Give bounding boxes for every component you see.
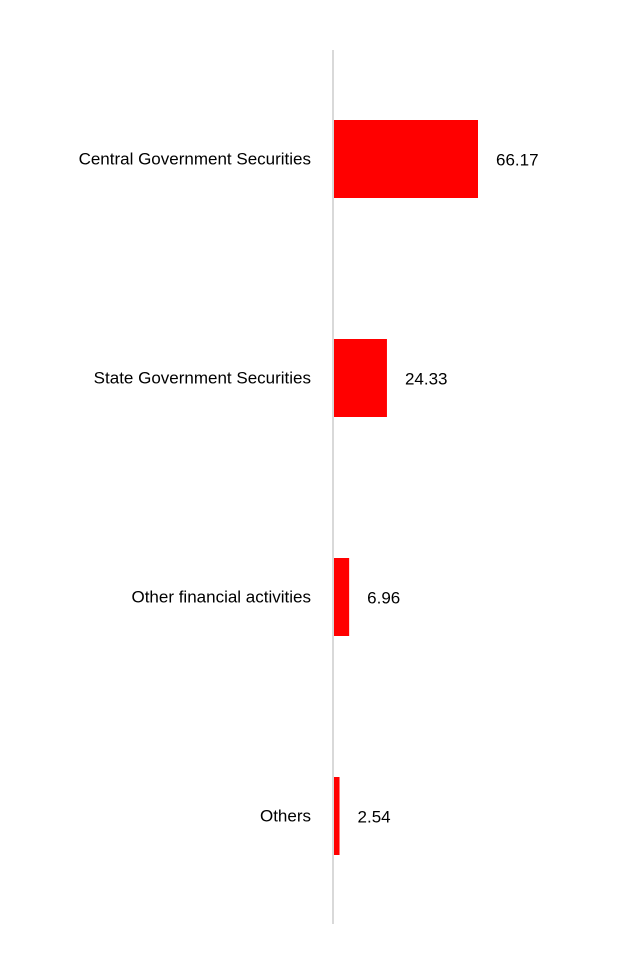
value-label-3: 2.54 — [358, 808, 391, 827]
bar-0 — [334, 120, 478, 198]
category-label-2: Other financial activities — [131, 588, 311, 607]
bar-3 — [334, 777, 340, 855]
bar-1 — [334, 339, 387, 417]
value-label-2: 6.96 — [367, 589, 400, 608]
labels-group: Central Government Securities 66.17 State … — [79, 150, 539, 827]
bars-group — [334, 120, 478, 855]
category-label-3: Others — [260, 807, 311, 826]
bar-2 — [334, 558, 350, 636]
category-label-1: State Government Securities — [94, 369, 311, 388]
value-label-1: 24.33 — [405, 370, 448, 389]
category-label-0: Central Government Securities — [79, 150, 311, 169]
value-label-0: 66.17 — [496, 151, 539, 170]
